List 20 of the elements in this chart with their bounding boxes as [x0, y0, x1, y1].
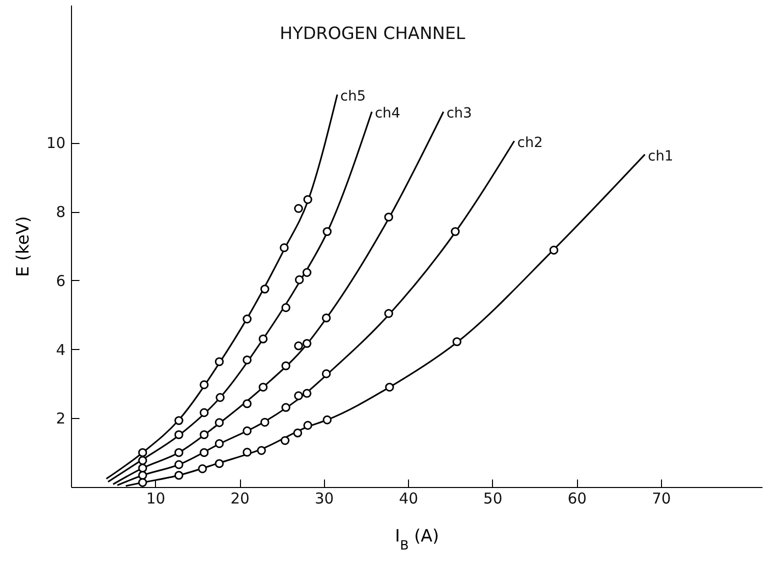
y-tick-label: 10: [46, 134, 66, 152]
series-label: ch1: [648, 148, 674, 164]
y-tick-label: 6: [56, 272, 66, 290]
y-tick-label: 2: [56, 410, 66, 428]
x-tick-label: 40: [399, 490, 418, 508]
text: HYDROGEN CHANNEL: [280, 24, 466, 44]
x-axis-title: I$_{B}$ (A): [394, 526, 440, 553]
y-tick-label: 8: [56, 203, 66, 222]
x-tick-label: 60: [568, 490, 587, 508]
x-tick-label: 20: [230, 490, 250, 508]
x-tick-label: 30: [314, 490, 334, 508]
series-label: ch3: [446, 106, 472, 122]
y-axis-title: E (keV): [13, 216, 34, 277]
x-tick-label: 10: [146, 490, 166, 508]
series-label: ch2: [517, 134, 543, 151]
series-label: ch5: [340, 88, 366, 105]
series-label: ch4: [374, 106, 400, 122]
y-tick-label: 4: [56, 340, 66, 359]
x-tick-label: 50: [483, 490, 502, 508]
x-tick-label: 70: [652, 490, 671, 508]
